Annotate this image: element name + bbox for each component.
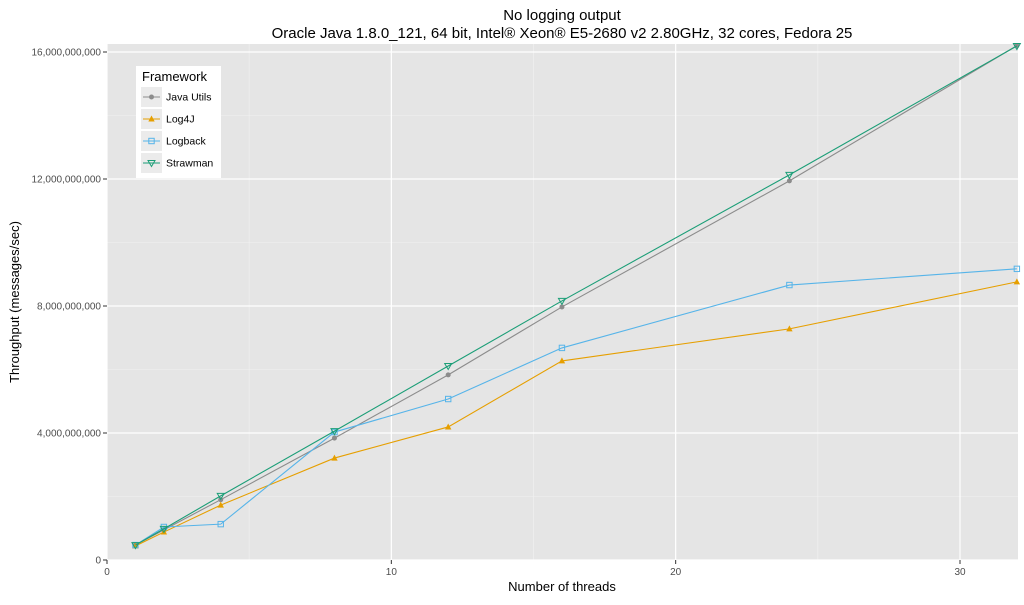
x-axis-label: Number of threads [508, 579, 616, 594]
data-point-strawman [216, 492, 226, 501]
data-point-log4j [331, 454, 338, 461]
axes: 0 10 20 30 0 4,000,000,000 8,000,000,000 12,000… [31, 48, 966, 579]
data-point-logback [1013, 265, 1021, 273]
legend-label: Java Utils [166, 92, 212, 104]
series-strawman [131, 42, 1022, 550]
data-point-log4j [786, 325, 793, 332]
data-point-log4j [132, 542, 139, 549]
data-point-strawman [159, 525, 169, 534]
data-point-logback [558, 344, 566, 352]
chart-subtitle: Oracle Java 1.8.0_121, 64 bit, Intel® Xe… [272, 25, 853, 42]
legend-key-marker [147, 160, 156, 168]
series-line-log4j [135, 281, 1017, 547]
data-point-java-utils [331, 435, 337, 441]
data-point-log4j [558, 357, 566, 364]
data-point-log4j [1013, 278, 1021, 285]
legend-key-marker [148, 137, 155, 145]
data-point-log4j [445, 423, 452, 430]
data-point-strawman [557, 297, 567, 306]
legend-title: Framework [142, 69, 208, 84]
data-point-log4j [217, 501, 224, 508]
y-axis-label: Throughput (messages/sec) [7, 221, 22, 383]
y-tick-label: 8,000,000,000 [37, 302, 101, 313]
legend-label: Strawman [166, 158, 213, 170]
data-point-strawman [785, 171, 794, 180]
data-point-strawman [330, 428, 339, 436]
series-line-java-utils [135, 45, 1018, 546]
data-point-logback [786, 281, 793, 289]
x-tick-label: 10 [386, 567, 398, 578]
y-tick-label: 16,000,000,000 [31, 48, 101, 59]
data-point-strawman [131, 542, 140, 550]
y-tick-label: 12,000,000,000 [31, 175, 101, 186]
legend-key-marker [149, 94, 154, 100]
legend-label: Log4J [166, 114, 195, 126]
chart-title: No logging output [503, 7, 621, 24]
series-layer [131, 42, 1022, 550]
data-point-java-utils [559, 304, 565, 310]
series-line-strawman [135, 45, 1018, 546]
legend-label: Logback [166, 136, 206, 148]
data-point-java-utils [445, 372, 451, 378]
data-point-strawman [1012, 42, 1022, 51]
series-line-logback [135, 268, 1017, 546]
y-tick-label: 4,000,000,000 [37, 429, 101, 440]
x-tick-label: 20 [670, 567, 682, 578]
data-point-logback [445, 395, 452, 403]
data-point-logback [217, 520, 224, 528]
x-tick-label: 0 [104, 567, 110, 578]
data-point-java-utils [786, 178, 792, 184]
legend: Framework Java Utils Log4J Logback Strawman [136, 66, 221, 178]
x-tick-label: 30 [954, 567, 966, 578]
data-point-strawman [443, 363, 453, 371]
legend-key-marker [148, 115, 155, 122]
y-tick-label: 0 [95, 556, 101, 567]
